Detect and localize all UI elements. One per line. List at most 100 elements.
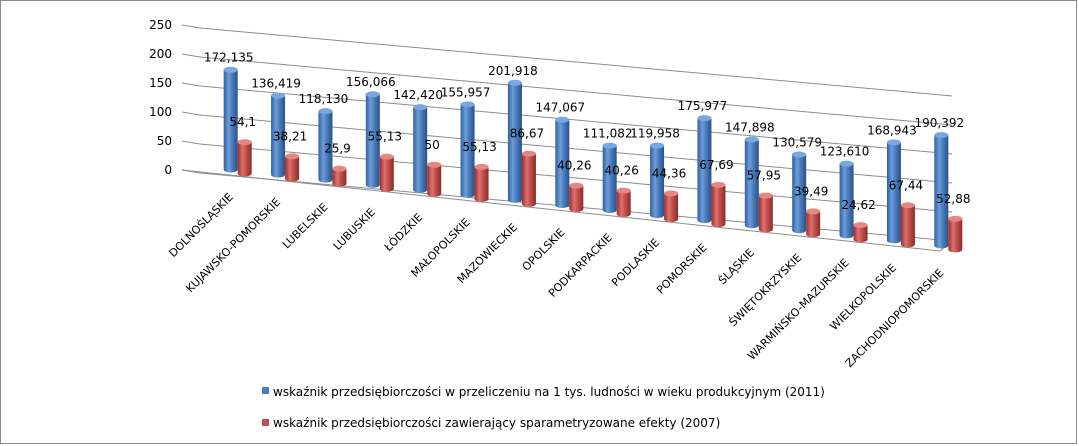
bar-series-2 bbox=[474, 163, 489, 202]
gridline bbox=[199, 85, 953, 155]
legend: wskaźnik przedsiębiorczości w przeliczen… bbox=[262, 385, 825, 430]
data-label-series-1: 168,943 bbox=[867, 123, 917, 137]
gridline bbox=[199, 56, 953, 126]
data-label-series-2: 52,88 bbox=[936, 192, 970, 206]
data-label-series-1: 123,610 bbox=[820, 145, 870, 159]
bar-series-1 bbox=[697, 115, 712, 224]
y-tick-label: 150 bbox=[149, 76, 172, 90]
data-label-series-2: 44,36 bbox=[652, 166, 686, 180]
data-label-series-1: 175,977 bbox=[678, 99, 728, 113]
bar-series-1 bbox=[555, 116, 570, 208]
data-label-series-1: 130,579 bbox=[772, 136, 822, 150]
bar-series-2 bbox=[569, 182, 584, 212]
data-label-series-1: 111,082 bbox=[583, 127, 633, 141]
bar-series-2 bbox=[806, 208, 821, 238]
bar-series-1 bbox=[271, 92, 286, 178]
data-label-series-2: 67,69 bbox=[699, 158, 733, 172]
bar-series-2 bbox=[285, 153, 300, 182]
bar-series-1 bbox=[223, 66, 238, 173]
data-label-series-1: 147,067 bbox=[536, 101, 586, 115]
bar-series-1 bbox=[650, 142, 665, 219]
y-tick-label: 0 bbox=[164, 163, 172, 177]
bar-series-2 bbox=[664, 190, 679, 223]
data-label-series-2: 40,26 bbox=[605, 164, 639, 178]
bar-series-2 bbox=[948, 215, 963, 253]
y-axis-ticks: 0 50 100 150 200 250 bbox=[149, 18, 172, 177]
legend-label-series-2: wskaźnik przedsiębiorczości zawierający … bbox=[273, 416, 720, 430]
gridline-side bbox=[181, 140, 201, 145]
data-label-series-2: 40,26 bbox=[557, 159, 591, 173]
data-label-series-1: 142,420 bbox=[393, 88, 443, 102]
data-label-series-2: 25,9 bbox=[324, 142, 351, 156]
category-label: KUJAWSKO-POMORSKIE bbox=[184, 195, 284, 295]
category-label: WARMIŃSKO-MAZURSKIE bbox=[745, 256, 852, 363]
data-label-series-1: 201,918 bbox=[488, 64, 538, 78]
bar-series-2 bbox=[758, 192, 773, 233]
data-label-series-1: 155,957 bbox=[441, 85, 491, 99]
category-label: OPOLSKIE bbox=[520, 226, 568, 274]
data-label-series-2: 86,67 bbox=[510, 127, 544, 141]
bar-series-1 bbox=[507, 79, 522, 203]
legend-swatch-series-1 bbox=[262, 387, 269, 394]
gridline-side bbox=[181, 24, 201, 29]
floor-front-edge bbox=[181, 169, 941, 252]
gridline-side bbox=[181, 111, 201, 116]
data-label-series-2: 38,21 bbox=[273, 129, 307, 143]
category-label: ŁÓDZKIE bbox=[381, 211, 425, 255]
bar-series-2 bbox=[711, 181, 726, 228]
bar-series-1 bbox=[365, 91, 380, 188]
bar-series-1 bbox=[744, 136, 759, 229]
data-label-series-1: 172,135 bbox=[204, 51, 254, 65]
category-label: PODLASKIE bbox=[609, 236, 662, 289]
data-label-series-1: 118,130 bbox=[299, 92, 349, 106]
data-label-series-2: 57,95 bbox=[747, 169, 781, 183]
bar-series-2 bbox=[521, 150, 536, 207]
data-label-series-1: 119,958 bbox=[630, 127, 680, 141]
legend-swatch-series-2 bbox=[262, 419, 269, 426]
bar-series-1 bbox=[318, 108, 333, 183]
bar-series-2 bbox=[853, 222, 868, 243]
category-label: ŚLĄSKIE bbox=[716, 246, 757, 287]
bar-series-1 bbox=[839, 160, 854, 239]
data-labels: 172,135 54,1 136,419 38,21 118,130 25,9 156,06… bbox=[204, 51, 971, 212]
data-label-series-2: 67,44 bbox=[889, 178, 923, 192]
data-label-series-1: 190,392 bbox=[915, 116, 965, 130]
gridline-side bbox=[181, 53, 201, 58]
data-label-series-2: 55,13 bbox=[462, 140, 496, 154]
bar-series-2 bbox=[616, 187, 631, 218]
data-label-series-1: 156,066 bbox=[346, 75, 396, 89]
bar-series-2 bbox=[900, 202, 915, 248]
bars bbox=[223, 66, 963, 253]
bar-series-2 bbox=[427, 161, 442, 197]
data-label-series-2: 50 bbox=[425, 138, 440, 152]
bar-series-1 bbox=[934, 132, 949, 249]
data-label-series-1: 147,898 bbox=[725, 120, 775, 134]
data-label-series-2: 54,1 bbox=[229, 115, 256, 129]
bar-series-2 bbox=[332, 165, 347, 187]
data-label-series-2: 55,13 bbox=[368, 130, 402, 144]
y-tick-label: 100 bbox=[149, 105, 172, 119]
category-label: LUBELSKIE bbox=[280, 201, 331, 252]
bar-series-2 bbox=[237, 139, 252, 177]
bar-series-2 bbox=[379, 153, 394, 192]
data-label-series-1: 136,419 bbox=[251, 76, 301, 90]
y-tick-label: 50 bbox=[157, 134, 172, 148]
bar-series-1 bbox=[413, 104, 428, 193]
gridline bbox=[199, 27, 953, 97]
data-label-series-2: 39,49 bbox=[794, 184, 828, 198]
bar-series-1 bbox=[886, 139, 901, 244]
bar-series-1 bbox=[792, 151, 807, 234]
category-label: LUBUSKIE bbox=[331, 206, 378, 253]
bar-series-1 bbox=[602, 142, 617, 214]
gridline-side bbox=[181, 82, 201, 87]
legend-label-series-1: wskaźnik przedsiębiorczości w przeliczen… bbox=[273, 385, 825, 399]
category-label: ZACHODNIOPOMORSKIE bbox=[843, 266, 947, 370]
y-tick-label: 250 bbox=[149, 18, 172, 32]
category-label: POMORSKIE bbox=[654, 241, 710, 297]
data-label-series-2: 24,62 bbox=[841, 198, 875, 212]
bar-series-1 bbox=[460, 101, 475, 198]
